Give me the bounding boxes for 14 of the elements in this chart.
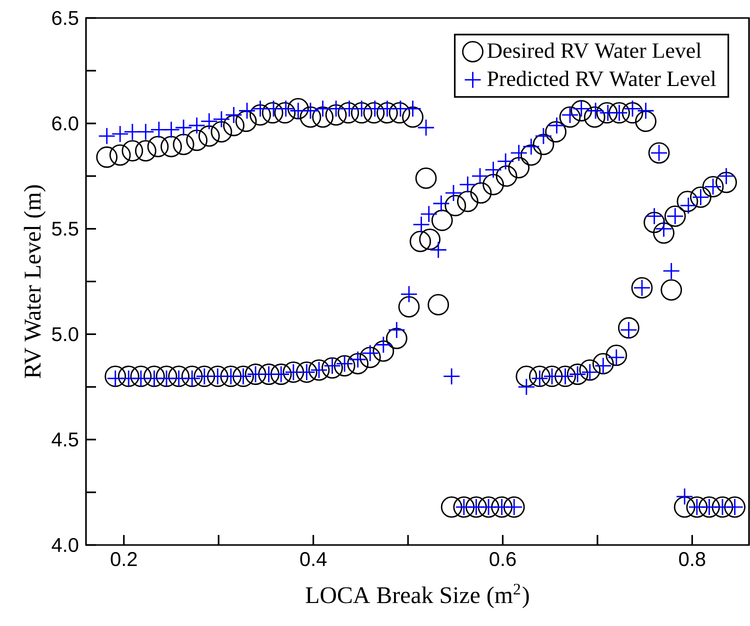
y-tick-label: 5.5 <box>52 222 78 236</box>
y-tick-label: 4.5 <box>52 432 78 447</box>
y-tick-label: 6.0 <box>52 116 78 130</box>
x-tick-label: 0.8 <box>679 552 706 566</box>
y-tick-label: 6.5 <box>52 10 78 26</box>
legend-label: Predicted RV Water Level <box>487 70 716 86</box>
y-tick-label: 5.0 <box>52 327 78 342</box>
y-axis-title: RV Water Level (m) <box>24 185 46 378</box>
y-tick-label: 4.0 <box>52 538 78 552</box>
legend-label: Desired RV Water Level <box>487 42 702 58</box>
x-axis-title: LOCA Break Size (m$^{2}$) <box>306 584 529 608</box>
x-tick-label: 0.6 <box>490 552 516 566</box>
x-tick-label: 0.4 <box>300 552 327 566</box>
x-tick-label: 0.2 <box>110 552 137 566</box>
